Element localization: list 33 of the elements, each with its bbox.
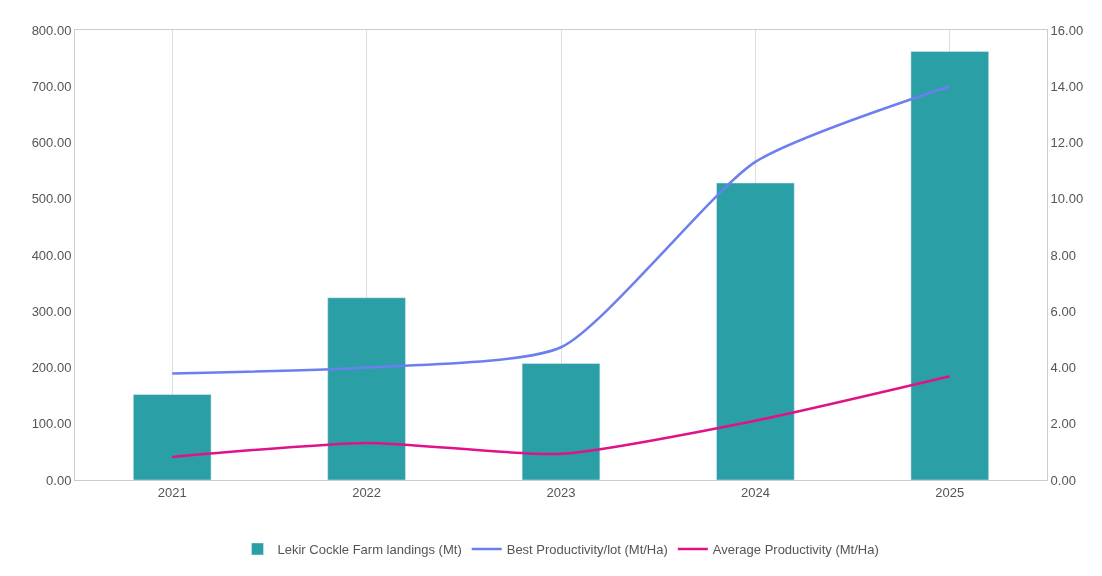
y2-tick-label: 8.00 — [1050, 247, 1076, 263]
bar — [716, 182, 795, 480]
y-tick-label: 600.00 — [31, 135, 72, 151]
y2-tick-label: 16.00 — [1050, 22, 1084, 38]
legend-label: Average Productivity (Mt/Ha) — [712, 542, 879, 558]
x-tick-label: 2025 — [935, 484, 965, 500]
bar — [133, 394, 212, 480]
y-tick-label: 700.00 — [31, 78, 72, 94]
y-tick-label: 0.00 — [46, 472, 72, 488]
bar — [327, 297, 406, 480]
y2-tick-label: 0.00 — [1050, 472, 1076, 488]
x-tick-label: 2023 — [546, 484, 576, 500]
y2-tick-label: 14.00 — [1050, 78, 1084, 94]
x-tick-label: 2021 — [157, 484, 187, 500]
line-series — [170, 85, 952, 375]
y-tick-label: 400.00 — [31, 247, 72, 263]
y2-tick-label: 4.00 — [1050, 360, 1076, 376]
y-tick-label: 500.00 — [31, 191, 72, 207]
bar — [910, 51, 989, 480]
y-tick-label: 200.00 — [31, 360, 72, 376]
y-tick-label: 100.00 — [31, 416, 72, 432]
bar — [521, 363, 601, 480]
line-series — [170, 374, 952, 459]
y2-tick-label: 10.00 — [1050, 191, 1084, 207]
y2-tick-label: 2.00 — [1050, 416, 1076, 432]
y2-tick-label: 6.00 — [1050, 303, 1076, 319]
y-tick-label: 300.00 — [31, 303, 72, 319]
legend-label: Best Productivity/lot (Mt/Ha) — [506, 542, 668, 558]
y2-tick-label: 12.00 — [1050, 135, 1084, 151]
x-tick-label: 2022 — [352, 484, 382, 500]
legend-label: Lekir Cockle Farm landings (Mt) — [277, 542, 462, 558]
x-tick-label: 2024 — [740, 484, 770, 500]
y-tick-label: 800.00 — [31, 22, 72, 38]
